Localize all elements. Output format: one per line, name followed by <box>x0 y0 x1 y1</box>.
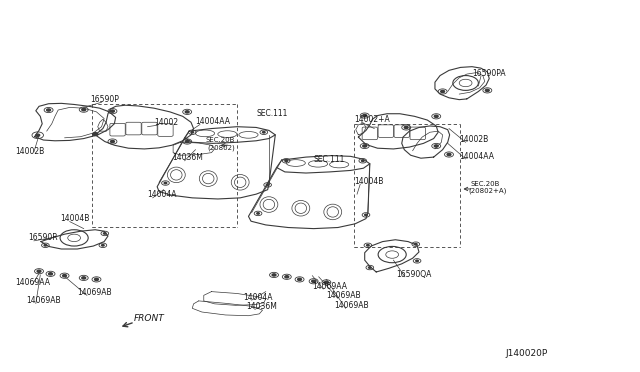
Text: 14069AB: 14069AB <box>26 296 61 305</box>
Circle shape <box>82 277 86 279</box>
Text: 14002+A: 14002+A <box>354 115 390 124</box>
Circle shape <box>185 111 189 113</box>
Circle shape <box>47 109 51 111</box>
Circle shape <box>266 184 269 186</box>
Circle shape <box>415 243 417 245</box>
Text: 14069AA: 14069AA <box>15 278 50 287</box>
Circle shape <box>95 278 99 280</box>
Text: 14036M: 14036M <box>172 153 203 162</box>
Circle shape <box>365 214 367 216</box>
Text: (20802+A): (20802+A) <box>468 187 507 194</box>
Circle shape <box>435 145 438 147</box>
Circle shape <box>285 276 289 278</box>
Text: 14004B: 14004B <box>60 214 90 223</box>
Text: 14004A: 14004A <box>148 190 177 199</box>
Text: SEC.20B: SEC.20B <box>205 137 234 143</box>
Circle shape <box>82 109 86 111</box>
Text: SEC.111: SEC.111 <box>256 109 287 118</box>
Text: FRONT: FRONT <box>134 314 164 323</box>
Text: 14069AB: 14069AB <box>334 301 369 310</box>
Text: 16590R: 16590R <box>28 233 58 242</box>
Text: 14069AB: 14069AB <box>77 288 112 297</box>
Circle shape <box>447 153 451 155</box>
Circle shape <box>404 126 408 129</box>
Text: 14069AA: 14069AA <box>312 282 348 291</box>
Text: 14069AB: 14069AB <box>326 291 361 300</box>
Text: 16590P: 16590P <box>90 96 119 105</box>
Circle shape <box>257 213 259 214</box>
Text: 16590QA: 16590QA <box>397 270 432 279</box>
Text: (20802): (20802) <box>207 144 235 151</box>
Circle shape <box>164 182 167 184</box>
Circle shape <box>36 134 40 137</box>
Text: 14002B: 14002B <box>15 147 44 156</box>
Text: 16590PA: 16590PA <box>472 69 506 78</box>
Circle shape <box>37 270 41 272</box>
Circle shape <box>272 274 276 276</box>
Text: SEC.111: SEC.111 <box>314 155 345 164</box>
Text: 14036M: 14036M <box>246 302 277 311</box>
Circle shape <box>111 140 115 142</box>
Text: 14004AA: 14004AA <box>195 117 230 126</box>
Circle shape <box>44 244 47 246</box>
Text: 14004B: 14004B <box>354 177 383 186</box>
Circle shape <box>63 275 67 277</box>
Circle shape <box>49 273 52 275</box>
Circle shape <box>363 115 367 117</box>
Text: 14002: 14002 <box>154 118 178 127</box>
Circle shape <box>298 278 301 280</box>
Circle shape <box>93 133 98 136</box>
Circle shape <box>285 160 287 161</box>
Text: J140020P: J140020P <box>505 349 547 358</box>
Circle shape <box>367 244 369 246</box>
Circle shape <box>102 244 104 246</box>
Circle shape <box>104 233 106 234</box>
Text: 14004A: 14004A <box>243 293 273 302</box>
Circle shape <box>416 260 419 262</box>
Circle shape <box>435 115 438 118</box>
Circle shape <box>191 132 193 133</box>
Text: 14002B: 14002B <box>460 135 488 144</box>
Circle shape <box>369 267 371 268</box>
Circle shape <box>485 89 489 92</box>
Text: 14004AA: 14004AA <box>460 152 494 161</box>
Circle shape <box>324 281 328 283</box>
Circle shape <box>362 160 364 161</box>
Circle shape <box>185 140 189 142</box>
Circle shape <box>363 145 367 147</box>
Circle shape <box>441 90 445 93</box>
Circle shape <box>262 132 265 133</box>
Text: SEC.20B: SEC.20B <box>470 181 499 187</box>
Circle shape <box>312 280 316 282</box>
Circle shape <box>111 110 115 112</box>
